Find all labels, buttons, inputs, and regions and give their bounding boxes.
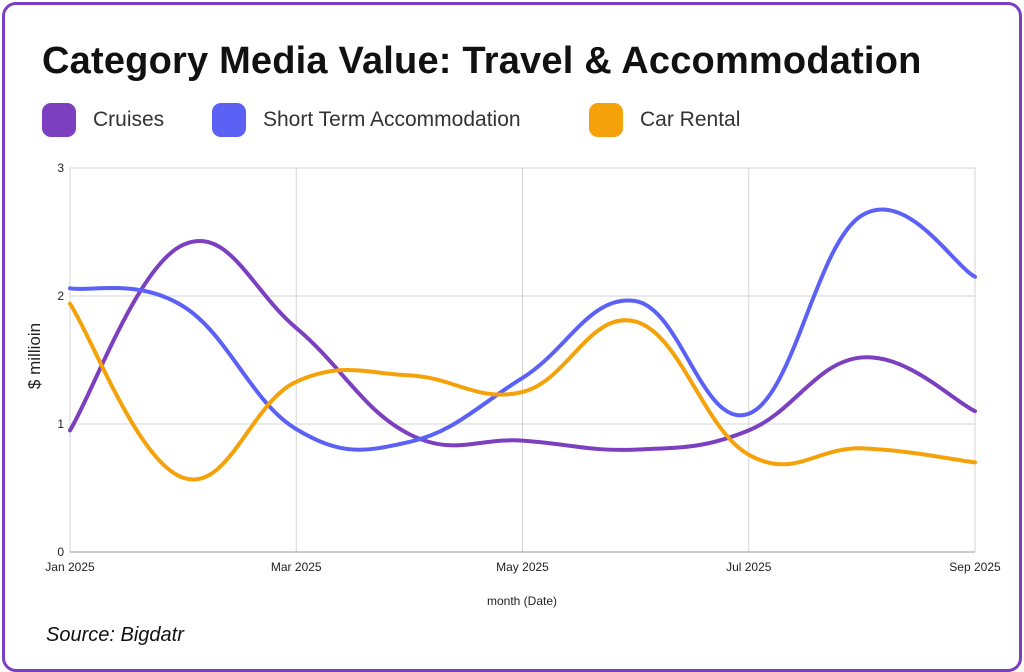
x-tick-label: Mar 2025 bbox=[271, 560, 322, 574]
y-axis-title: $ millioin bbox=[25, 323, 44, 389]
grid-lines bbox=[69, 167, 976, 553]
x-tick-label: Sep 2025 bbox=[949, 560, 1001, 574]
series-line-car-rental bbox=[68, 301, 977, 482]
series-line-cruises bbox=[68, 238, 977, 452]
legend-swatch-car-rental bbox=[589, 103, 623, 137]
x-tick-label: Jul 2025 bbox=[726, 560, 772, 574]
legend-label-cruises: Cruises bbox=[93, 108, 165, 131]
legend-item-car-rental: Car Rental bbox=[589, 103, 740, 137]
legend-item-cruises: Cruises bbox=[42, 103, 164, 137]
legend-item-short-term-accommodation: Short Term Accommodation bbox=[212, 103, 521, 137]
legend-label-car-rental: Car Rental bbox=[640, 108, 741, 131]
x-axis-title: month (Date) bbox=[487, 594, 557, 608]
y-tick-label: 3 bbox=[57, 161, 64, 175]
x-tick-label: May 2025 bbox=[496, 560, 549, 574]
series-lines bbox=[68, 207, 977, 482]
y-tick-label: 0 bbox=[57, 545, 64, 559]
tick-labels: 0 1 2 3 Jan 2025 Mar 2025 May 2025 Jul 2025 Sep … bbox=[45, 161, 1001, 574]
legend-label-short-term-accommodation: Short Term Accommodation bbox=[263, 108, 521, 131]
legend-swatch-short-term-accommodation bbox=[212, 103, 246, 137]
series-line-short-term-accommodation bbox=[68, 207, 977, 452]
chart-title: Category Media Value: Travel & Accommoda… bbox=[42, 40, 922, 82]
y-tick-label: 1 bbox=[57, 417, 64, 431]
x-tick-label: Jan 2025 bbox=[45, 560, 95, 574]
source-note: Source: Bigdatr bbox=[46, 624, 184, 646]
y-tick-label: 2 bbox=[57, 289, 64, 303]
legend-swatch-cruises bbox=[42, 103, 76, 137]
